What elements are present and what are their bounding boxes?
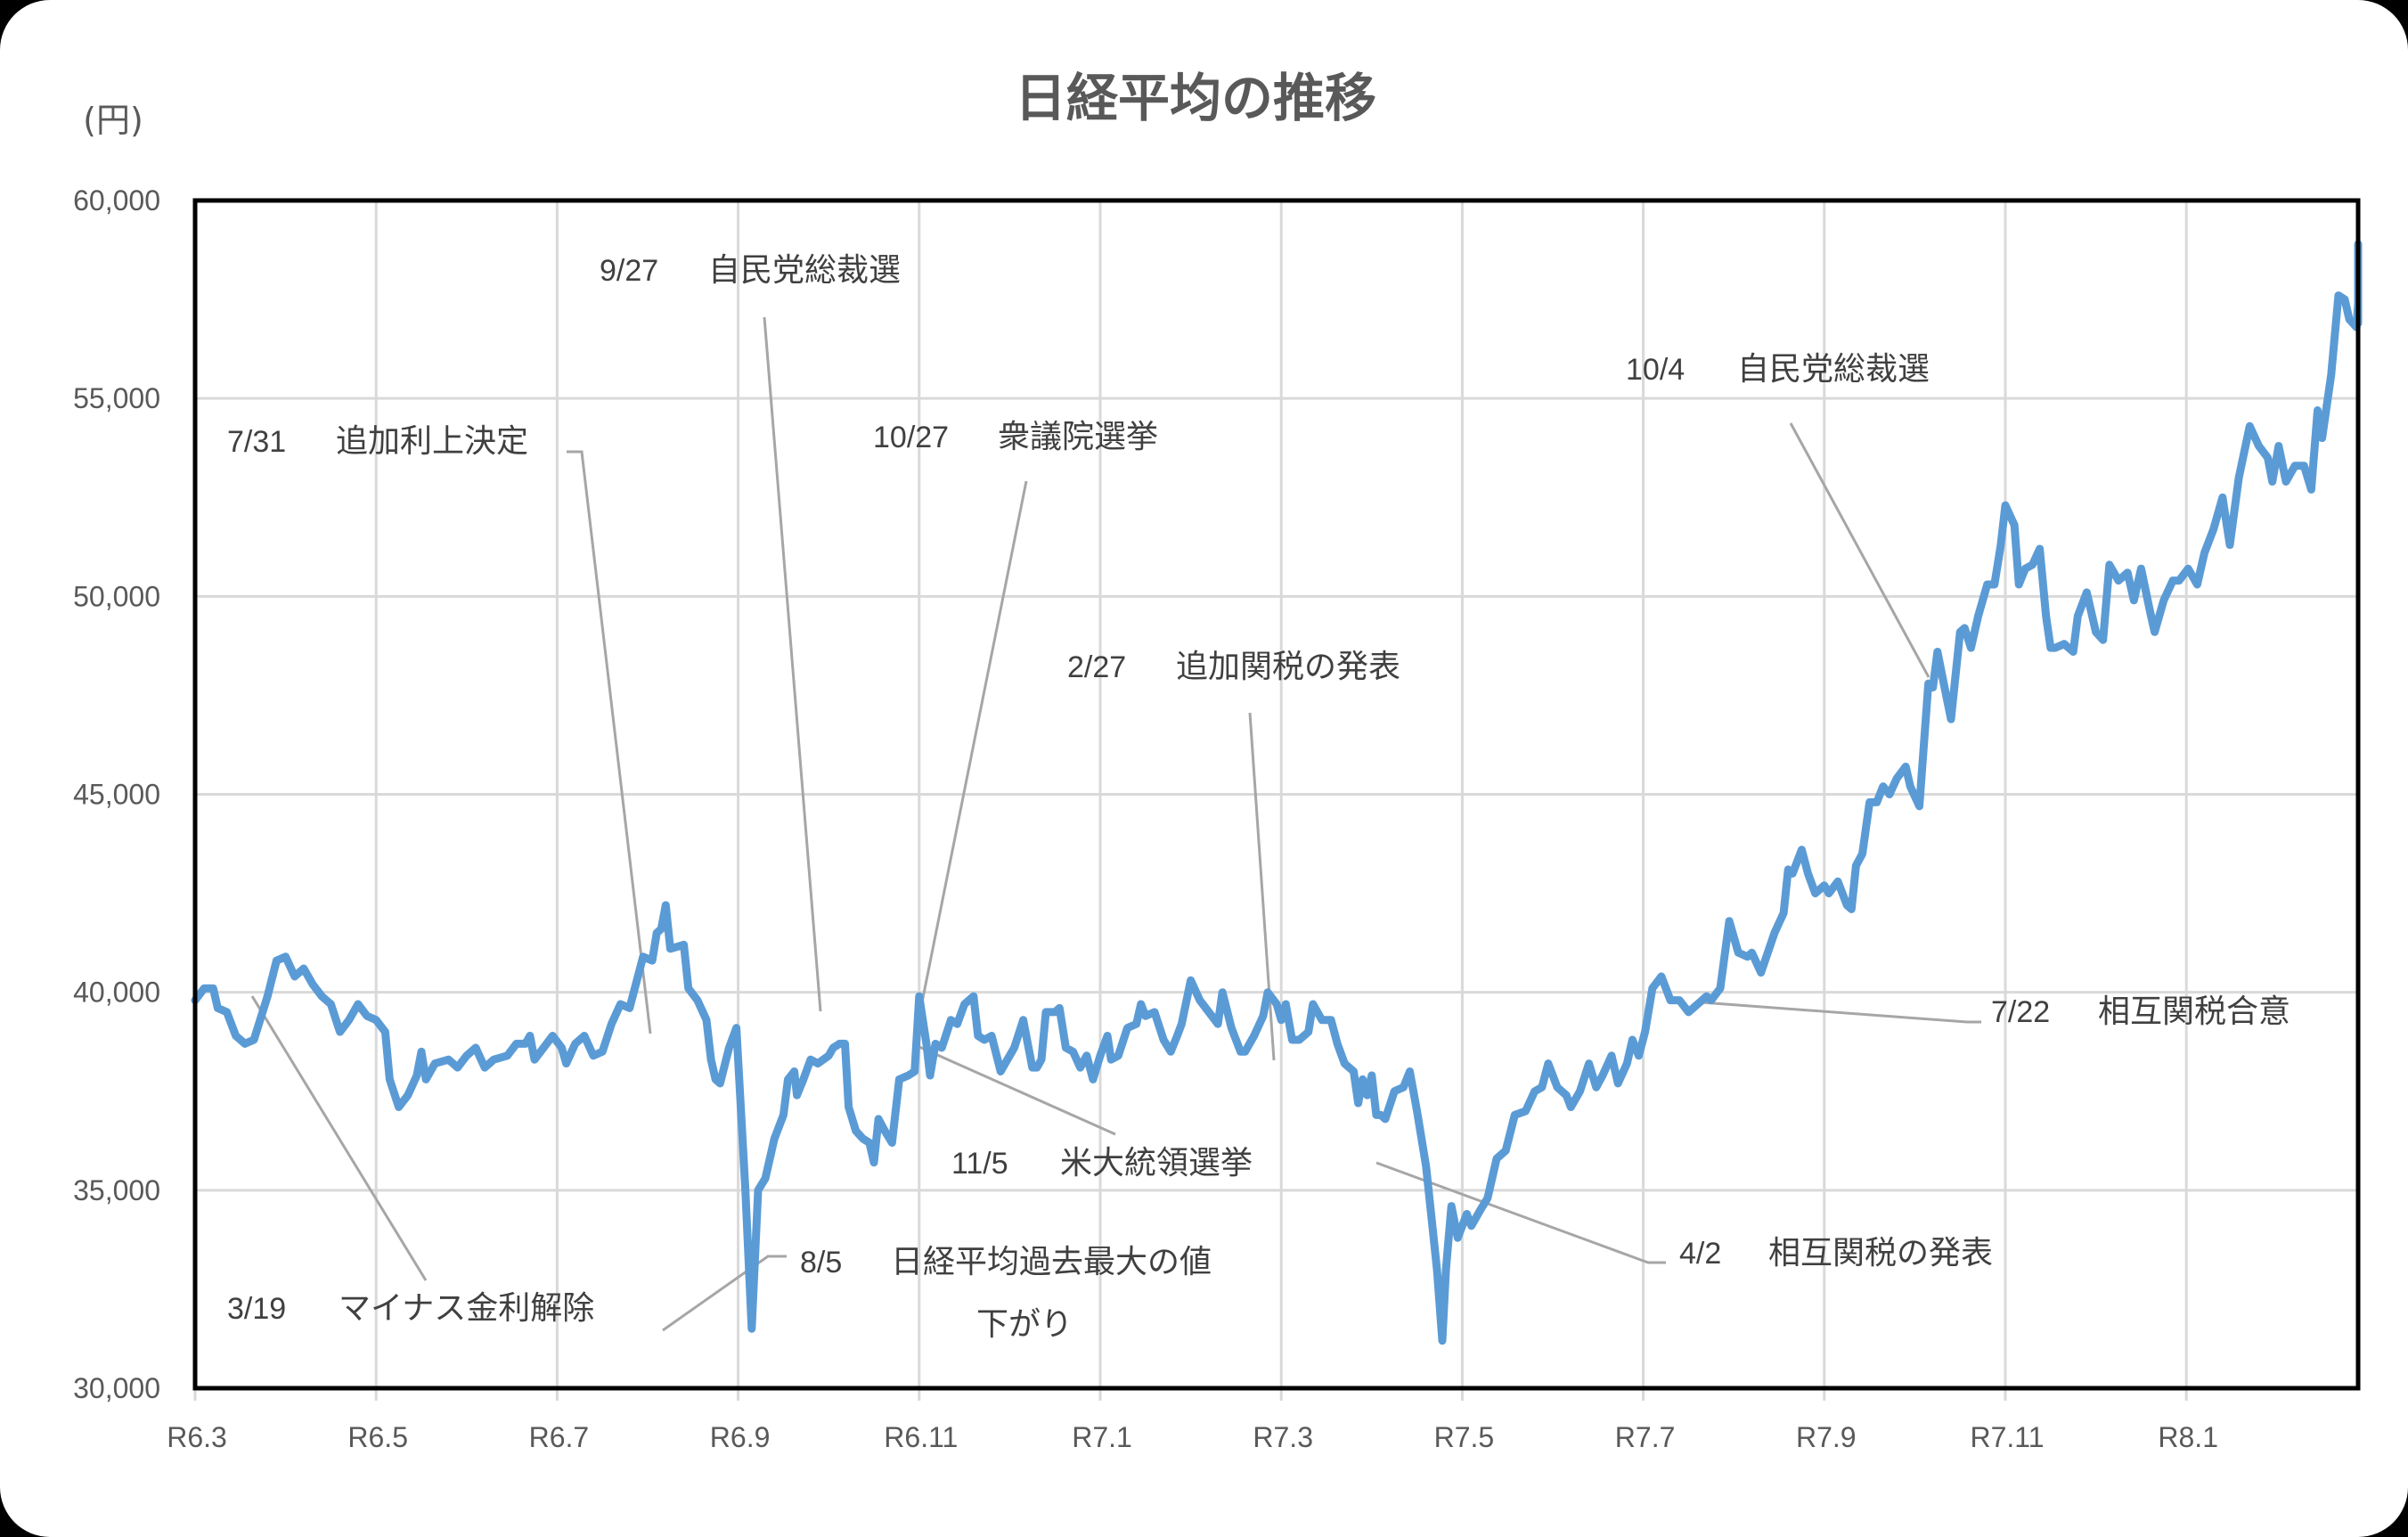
x-tick-label: R7.5 [1434,1421,1495,1453]
annotation-leader [1248,712,1276,1061]
y-tick-label: 35,000 [73,1174,160,1206]
annotation-date: 7/31 [227,425,286,459]
x-tick-label: R7.1 [1072,1421,1132,1453]
y-tick-label: 60,000 [73,184,160,217]
annotation-date: 7/22 [1991,995,2050,1029]
x-tick-label: R8.1 [2158,1421,2218,1453]
y-axis-unit: (円) [83,101,143,140]
x-tick-label: R6.3 [167,1421,227,1453]
annotation-text: 衆議院選挙 [998,419,1158,455]
annotation-date: 4/2 [1679,1237,1721,1271]
annotation-text: 追加関税の発表 [1176,649,1400,685]
annotation-leader-lines [250,316,1981,1332]
y-tick-label: 30,000 [73,1372,160,1404]
x-tick-label: R7.3 [1253,1421,1313,1453]
annotation-text: 自民党総裁選 [1737,351,1930,388]
annotation-date: 11/5 [951,1147,1008,1181]
annotation-text: 米大統領選挙 [1060,1145,1253,1181]
x-tick-label: R6.5 [347,1421,408,1453]
gridlines [193,200,2358,1401]
annotation-leader [1789,422,1930,678]
annotation-date: 10/27 [873,421,949,454]
annotation-text: マイナス金利解除 [339,1290,594,1327]
y-tick-label: 45,000 [73,779,160,811]
annotation-text: 相互関税合意 [2098,993,2290,1030]
annotation-date: 2/27 [1067,650,1126,684]
x-tick-label: R6.11 [884,1421,958,1453]
annotation-text-line2: 下がり [976,1306,1073,1343]
annotation-leader [662,1255,787,1332]
x-tick-label: R7.7 [1615,1421,1676,1453]
annotation-date: 10/4 [1626,353,1685,387]
x-tick-label: R6.7 [529,1421,590,1453]
nikkei-series-line [191,240,2363,1345]
annotation-leader [250,995,428,1281]
annotation-leader [763,316,822,1012]
annotation-text: 自民党総裁選 [708,252,901,289]
annotation-text: 相互関税の発表 [1768,1235,1993,1271]
annotation-date: 3/19 [227,1292,286,1326]
y-tick-label: 55,000 [73,382,160,414]
plot-frame [192,198,2361,1391]
annotation-text: 日経平均過去最大の値 [891,1244,1212,1280]
annotation-date: 9/27 [600,254,658,288]
annotation-leader [1375,1161,1666,1264]
x-tick-label: R7.11 [1970,1421,2044,1453]
annotation-leader [567,450,652,1034]
annotation-date: 8/5 [800,1246,842,1279]
y-axis-ticks: 30,000 35,000 40,000 45,000 50,000 55,000 60,0… [73,184,160,1404]
x-axis-ticks: R6.3 R6.5 R6.7 R6.9 R6.11 R7.1 R7.3 R7.5 R7.7 R7.… [167,1421,2218,1453]
annotation-text: 追加利上決定 [336,423,528,460]
annotation-leader [1701,1001,1981,1024]
y-tick-label: 40,000 [73,977,160,1009]
y-tick-label: 50,000 [73,580,160,612]
x-tick-label: R6.9 [710,1421,771,1453]
annotation-leader [916,480,1028,1026]
annotation-leader [918,1045,1116,1136]
x-tick-label: R7.9 [1796,1421,1857,1453]
chart-title: 日経平均の推移 [1015,68,1376,128]
